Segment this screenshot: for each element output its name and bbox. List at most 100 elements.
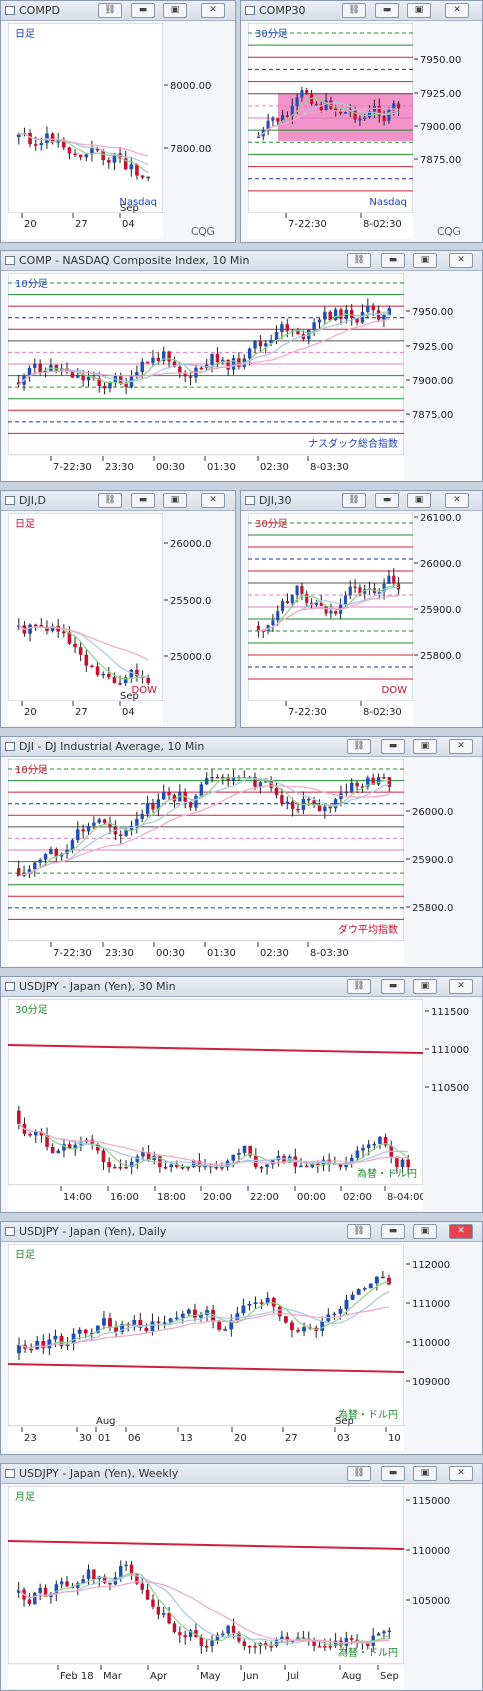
- link-icon[interactable]: ⛓: [347, 739, 371, 754]
- restore-button[interactable]: ▣: [413, 1466, 437, 1481]
- y-tick-label: 25800.0: [412, 903, 453, 914]
- candle-body: [129, 164, 134, 170]
- chart-window-compd[interactable]: COMPD ⛓ ▬ ▣ ✕ 日足 Nasdaq Sep 8000.00 7800.00…: [0, 0, 236, 243]
- candle-body: [186, 1167, 190, 1169]
- window-icon: [245, 496, 255, 505]
- restore-button[interactable]: ▣: [413, 253, 437, 268]
- interval-label: 10分足: [15, 764, 48, 776]
- window-titlebar[interactable]: COMP - NASDAQ Composite Index, 10 Min ⛓ …: [1, 251, 482, 271]
- price-chart[interactable]: 日足 Nasdaq Sep: [8, 23, 163, 213]
- price-chart[interactable]: 30分足 為替・ドル円: [8, 999, 423, 1185]
- restore-button[interactable]: ▣: [163, 493, 187, 508]
- restore-button[interactable]: ▣: [413, 1224, 437, 1239]
- close-button[interactable]: ✕: [201, 493, 225, 508]
- minimize-button[interactable]: ▬: [131, 3, 155, 18]
- candle-body: [295, 585, 299, 595]
- candle-body: [145, 361, 150, 364]
- restore-button[interactable]: ▣: [413, 979, 437, 994]
- interval-label: 30分足: [15, 1004, 48, 1016]
- price-axis: 111500 111000 110500: [425, 999, 479, 1185]
- minimize-button[interactable]: ▬: [381, 1224, 405, 1239]
- window-titlebar[interactable]: COMPD ⛓ ▬ ▣ ✕: [1, 1, 235, 21]
- candle-body: [256, 625, 260, 631]
- x-tick-label: 18:00: [157, 1192, 186, 1203]
- minimize-button[interactable]: ▬: [381, 1466, 405, 1481]
- candle-body: [210, 353, 214, 365]
- window-titlebar[interactable]: DJI,30 ⛓ ▬ ▣ ✕: [241, 491, 482, 511]
- x-tick-label: 04: [122, 219, 135, 230]
- candle-body: [302, 1327, 307, 1332]
- close-button[interactable]: ✕: [449, 979, 473, 994]
- window-icon: [5, 1227, 15, 1236]
- price-chart[interactable]: 30分足 Nasdaq: [248, 23, 413, 213]
- candle-body: [355, 782, 359, 787]
- instrument-tag: Nasdaq: [119, 197, 157, 208]
- price-chart[interactable]: 10分足 ダウ平均指数: [8, 759, 404, 941]
- link-icon[interactable]: ⛓: [98, 3, 122, 18]
- minimize-button[interactable]: ▬: [381, 979, 405, 994]
- x-tick-label: 13: [180, 1433, 193, 1444]
- y-tick-label: 25900.0: [420, 605, 461, 616]
- candle-body: [395, 1156, 399, 1167]
- chart-window-dji-daily[interactable]: DJI,D ⛓ ▬ ▣ ✕ 日足 DOW Sep 26000.0 25500.0 250…: [0, 490, 236, 728]
- restore-button[interactable]: ▣: [407, 493, 431, 508]
- restore-button[interactable]: ▣: [413, 739, 437, 754]
- candle-body: [221, 1633, 225, 1636]
- price-chart[interactable]: 月足 為替・ドル円: [8, 1486, 404, 1664]
- candle-body: [86, 1569, 91, 1580]
- close-button[interactable]: ✕: [449, 739, 473, 754]
- link-icon[interactable]: ⛓: [347, 1466, 371, 1481]
- close-button[interactable]: ✕: [445, 3, 469, 18]
- window-titlebar[interactable]: DJI,D ⛓ ▬ ▣ ✕: [1, 491, 235, 511]
- link-icon[interactable]: ⛓: [347, 979, 371, 994]
- link-icon[interactable]: ⛓: [347, 253, 371, 268]
- chart-window-comp30[interactable]: COMP30 ⛓ ▬ ▣ ✕ 30分足 Nasdaq 7950.00 7925.00…: [240, 0, 483, 243]
- close-button[interactable]: ✕: [449, 253, 473, 268]
- window-titlebar[interactable]: COMP30 ⛓ ▬ ▣ ✕: [241, 1, 482, 21]
- candle-body: [183, 1635, 187, 1638]
- restore-button[interactable]: ▣: [163, 3, 187, 18]
- candle-body: [304, 1165, 309, 1168]
- y-tick-label: 25900.0: [412, 855, 453, 866]
- close-button[interactable]: ✕: [445, 493, 469, 508]
- window-titlebar[interactable]: DJI - DJ Industrial Average, 10 Min ⛓ ▬ …: [1, 737, 482, 757]
- candle-body: [338, 1308, 343, 1314]
- candle-body: [281, 601, 285, 612]
- link-icon[interactable]: ⛓: [342, 3, 366, 18]
- candle-body: [355, 317, 359, 323]
- price-chart[interactable]: 30分足 DOW: [248, 513, 413, 701]
- window-titlebar[interactable]: USDJPY - Japan (Yen), Weekly ⛓ ▬ ▣ ✕: [1, 1464, 482, 1484]
- minimize-button[interactable]: ▬: [375, 493, 399, 508]
- minimize-button[interactable]: ▬: [381, 253, 405, 268]
- y-tick-label: 111000: [431, 1045, 469, 1056]
- candle-body: [372, 1143, 377, 1146]
- moving-average-line: [18, 318, 390, 386]
- candle-body: [356, 1289, 361, 1295]
- close-button[interactable]: ✕: [449, 1224, 473, 1239]
- chart-window-dji-10min[interactable]: DJI - DJ Industrial Average, 10 Min ⛓ ▬ …: [0, 736, 483, 968]
- time-axis: 20 27 04: [8, 701, 163, 725]
- price-chart[interactable]: 10分足 ナスダック総合指数: [8, 273, 404, 455]
- minimize-button[interactable]: ▬: [375, 3, 399, 18]
- chart-window-comp-10min[interactable]: COMP - NASDAQ Composite Index, 10 Min ⛓ …: [0, 250, 483, 482]
- chart-window-usdjpy-30min[interactable]: USDJPY - Japan (Yen), 30 Min ⛓ ▬ ▣ ✕ 30分…: [0, 976, 483, 1213]
- link-icon[interactable]: ⛓: [347, 1224, 371, 1239]
- window-titlebar[interactable]: USDJPY - Japan (Yen), 30 Min ⛓ ▬ ▣ ✕: [1, 977, 482, 997]
- price-chart[interactable]: 日足 DOW Sep: [8, 513, 163, 701]
- price-chart[interactable]: 日足 為替・ドル円 Aug Sep: [8, 1244, 404, 1426]
- window-titlebar[interactable]: USDJPY - Japan (Yen), Daily ⛓ ▬ ▣ ✕: [1, 1222, 482, 1242]
- candle-body: [188, 801, 193, 808]
- restore-button[interactable]: ▣: [407, 3, 431, 18]
- link-icon[interactable]: ⛓: [98, 493, 122, 508]
- minimize-button[interactable]: ▬: [131, 493, 155, 508]
- chart-window-usdjpy-weekly[interactable]: USDJPY - Japan (Yen), Weekly ⛓ ▬ ▣ ✕ 月足為…: [0, 1463, 483, 1691]
- y-tick-label: 7875.00: [412, 410, 453, 421]
- chart-window-usdjpy-daily[interactable]: USDJPY - Japan (Yen), Daily ⛓ ▬ ▣ ✕ 日足 為替…: [0, 1221, 483, 1455]
- minimize-button[interactable]: ▬: [381, 739, 405, 754]
- close-button[interactable]: ✕: [449, 1466, 473, 1481]
- candle-body: [70, 840, 75, 851]
- x-tick-label: 00:30: [156, 462, 185, 473]
- close-button[interactable]: ✕: [201, 3, 225, 18]
- chart-window-dji-30[interactable]: DJI,30 ⛓ ▬ ▣ ✕ 30分足 DOW 26100.0 26000.0 259…: [240, 490, 483, 728]
- link-icon[interactable]: ⛓: [342, 493, 366, 508]
